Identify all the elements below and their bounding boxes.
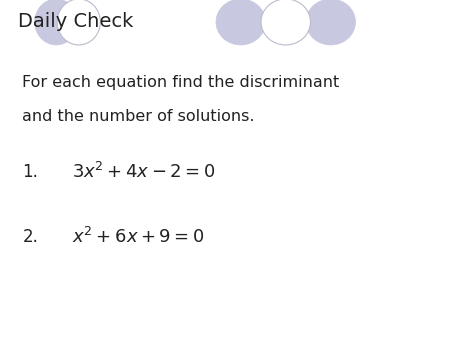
Text: 1.: 1. [22,163,38,182]
Text: For each equation find the discriminant: For each equation find the discriminant [22,75,340,90]
Ellipse shape [306,0,356,45]
Ellipse shape [216,0,266,45]
Ellipse shape [261,0,310,45]
Ellipse shape [35,0,78,45]
Text: $x^{2}+6x+9=0$: $x^{2}+6x+9=0$ [72,226,204,247]
Text: $3x^{2}+4x-2=0$: $3x^{2}+4x-2=0$ [72,162,216,183]
Text: Daily Check: Daily Check [18,13,133,31]
Ellipse shape [57,0,100,45]
Text: 2.: 2. [22,227,38,246]
Text: and the number of solutions.: and the number of solutions. [22,109,255,124]
